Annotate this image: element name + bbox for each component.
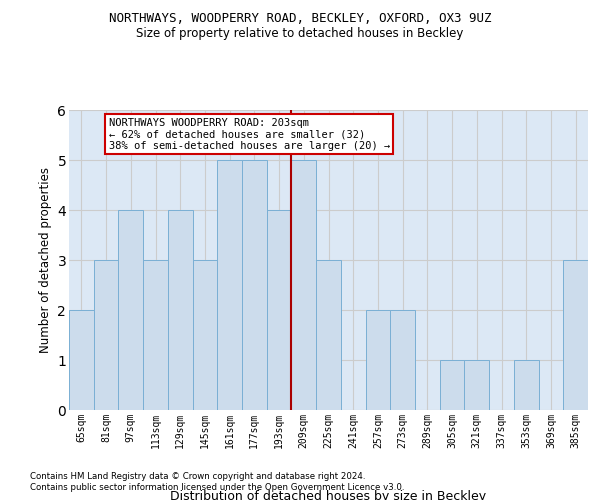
Text: Contains HM Land Registry data © Crown copyright and database right 2024.: Contains HM Land Registry data © Crown c… [30, 472, 365, 481]
Bar [143, 260, 168, 410]
Bar [94, 260, 118, 410]
Bar [168, 210, 193, 410]
Text: NORTHWAYS WOODPERRY ROAD: 203sqm
← 62% of detached houses are smaller (32)
38% o: NORTHWAYS WOODPERRY ROAD: 203sqm ← 62% o… [109, 118, 390, 150]
Bar [193, 260, 217, 410]
Text: Contains public sector information licensed under the Open Government Licence v3: Contains public sector information licen… [30, 484, 404, 492]
Bar [440, 360, 464, 410]
Bar [563, 260, 588, 410]
Bar [316, 260, 341, 410]
X-axis label: Distribution of detached houses by size in Beckley: Distribution of detached houses by size … [170, 490, 487, 500]
Bar [292, 160, 316, 410]
Bar [69, 310, 94, 410]
Y-axis label: Number of detached properties: Number of detached properties [39, 167, 52, 353]
Bar [217, 160, 242, 410]
Bar [242, 160, 267, 410]
Bar [390, 310, 415, 410]
Bar [464, 360, 489, 410]
Bar [118, 210, 143, 410]
Text: NORTHWAYS, WOODPERRY ROAD, BECKLEY, OXFORD, OX3 9UZ: NORTHWAYS, WOODPERRY ROAD, BECKLEY, OXFO… [109, 12, 491, 26]
Text: Size of property relative to detached houses in Beckley: Size of property relative to detached ho… [136, 28, 464, 40]
Bar [514, 360, 539, 410]
Bar [365, 310, 390, 410]
Bar [267, 210, 292, 410]
